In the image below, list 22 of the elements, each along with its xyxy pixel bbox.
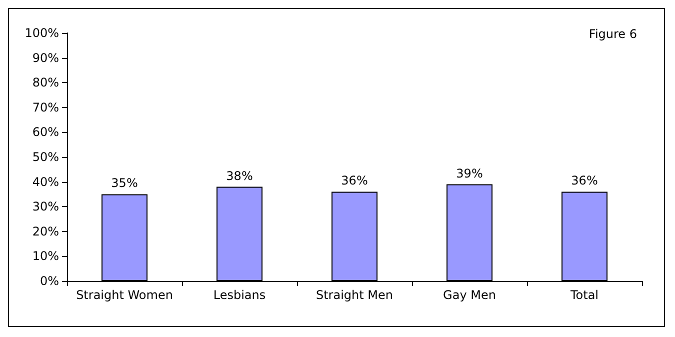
- y-tick-label: 100%: [24, 26, 59, 40]
- y-tick-label: 50%: [32, 150, 59, 164]
- x-tick-label: Total: [569, 288, 599, 302]
- x-tick-label: Lesbians: [213, 288, 266, 302]
- data-label: 36%: [341, 174, 368, 188]
- x-tick-label: Gay Men: [443, 288, 496, 302]
- y-tick-label: 90%: [32, 50, 59, 65]
- y-tick-label: 40%: [32, 174, 59, 189]
- y-tick-label: 60%: [32, 125, 59, 140]
- y-tick-label: 10%: [32, 249, 59, 264]
- x-tick-label: Straight Men: [316, 288, 394, 302]
- y-tick-label: 20%: [32, 224, 59, 238]
- y-tick-label: 30%: [32, 200, 59, 214]
- data-label: 36%: [571, 174, 598, 188]
- y-tick-label: 70%: [32, 100, 59, 114]
- x-tick-label: Straight Women: [76, 288, 173, 302]
- y-tick-label: 0%: [40, 274, 59, 288]
- data-label: 39%: [456, 166, 483, 180]
- data-label: 35%: [111, 176, 138, 190]
- data-label: 38%: [226, 168, 253, 183]
- chart-title: Figure 6: [588, 27, 638, 41]
- y-tick-label: 80%: [32, 76, 59, 90]
